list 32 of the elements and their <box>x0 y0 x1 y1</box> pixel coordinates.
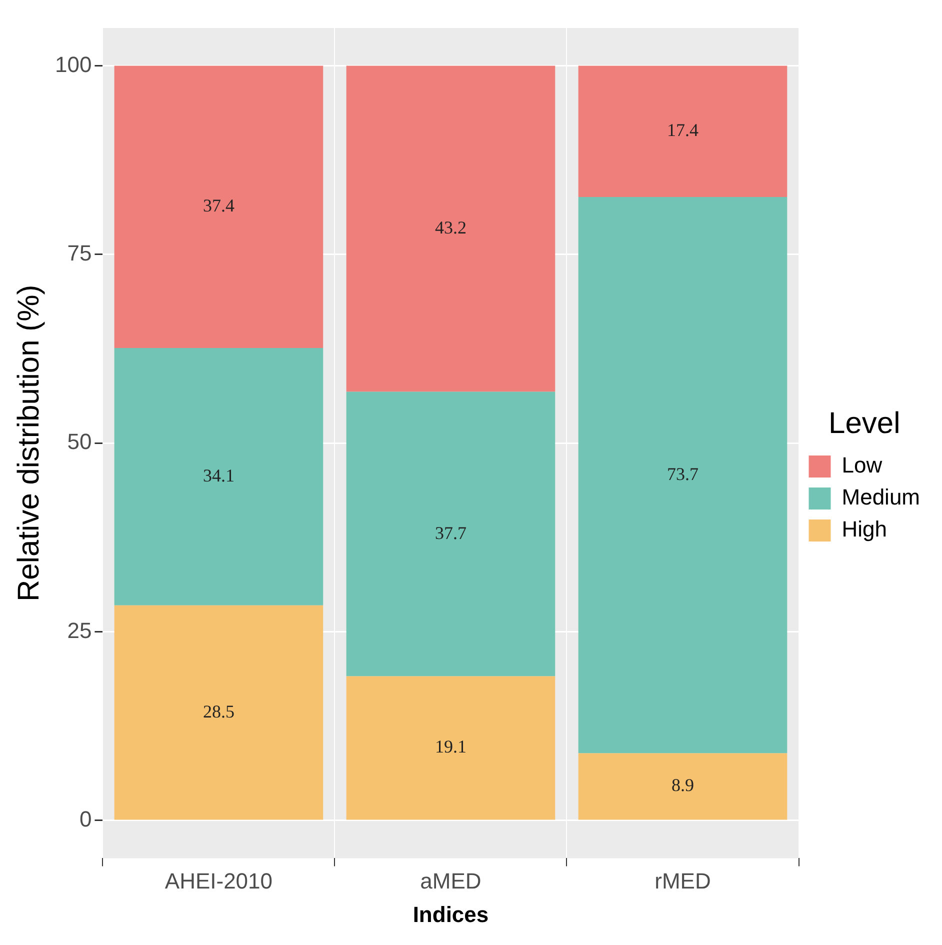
bar <box>346 66 556 392</box>
legend-title: Level <box>828 406 900 440</box>
data-label: 73.7 <box>666 464 698 484</box>
bar <box>346 676 556 820</box>
x-axis-title: Indices <box>412 902 489 927</box>
y-tick-label: 100 <box>54 52 92 77</box>
data-label: 8.9 <box>671 775 694 796</box>
data-label: 43.2 <box>434 217 466 238</box>
legend-label: Medium <box>842 484 920 510</box>
bar <box>114 605 324 820</box>
data-label: 17.4 <box>666 120 698 140</box>
bar <box>114 66 324 348</box>
y-axis-title: Relative distribution (%) <box>12 284 46 602</box>
data-label: 28.5 <box>202 701 234 722</box>
y-tick-label: 0 <box>79 806 92 832</box>
x-tick-label: AHEI-2010 <box>164 868 273 894</box>
x-tick-label: aMED <box>420 868 482 894</box>
bar <box>346 392 556 676</box>
y-tick-label: 25 <box>67 618 92 643</box>
data-label: 34.1 <box>202 465 234 486</box>
bar <box>578 197 788 754</box>
bar <box>114 348 324 606</box>
data-label: 19.1 <box>434 736 466 757</box>
x-tick-label: rMED <box>654 868 711 894</box>
bar <box>578 753 788 820</box>
data-label: 37.4 <box>202 196 234 216</box>
legend-label: Low <box>842 452 882 478</box>
data-label: 37.7 <box>434 522 466 543</box>
y-tick-label: 50 <box>67 429 92 454</box>
legend-label: High <box>842 516 888 542</box>
bar <box>578 66 788 198</box>
y-tick-label: 75 <box>67 240 92 266</box>
